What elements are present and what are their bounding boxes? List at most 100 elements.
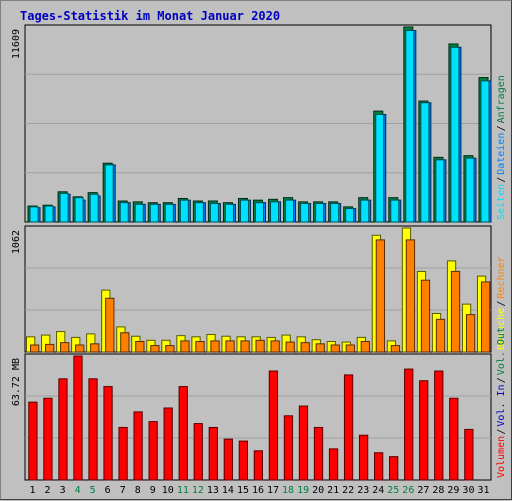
bar-seiten xyxy=(149,203,159,223)
bar-rechner xyxy=(135,340,145,353)
bar-seiten xyxy=(179,199,189,223)
bar-volumen xyxy=(208,426,218,481)
bar-seiten xyxy=(239,199,249,223)
bar-rechner xyxy=(30,344,40,353)
bar-rechner xyxy=(180,340,190,353)
bar-rechner xyxy=(255,339,265,353)
x-tick-label: 6 xyxy=(105,485,111,496)
bar-seiten xyxy=(119,202,129,223)
bar-rechner xyxy=(285,341,295,353)
bar-volumen xyxy=(118,426,128,481)
bar-seiten xyxy=(164,203,174,223)
x-tick-label: 27 xyxy=(417,485,429,496)
series-label: Volumen xyxy=(496,436,507,478)
x-tick-label: 26 xyxy=(402,485,414,496)
x-tick-label: 8 xyxy=(135,485,141,496)
bar-seiten xyxy=(405,30,415,223)
x-tick-label: 23 xyxy=(357,485,369,496)
x-tick-label: 12 xyxy=(192,485,204,496)
bar-volumen xyxy=(298,405,309,481)
x-tick-label: 30 xyxy=(462,485,474,496)
bar-seiten xyxy=(435,159,445,223)
bar-seiten xyxy=(89,193,99,223)
bar-volumen xyxy=(58,378,68,481)
y-max-label: 63.72 MB xyxy=(11,358,22,406)
x-tick-label: 13 xyxy=(207,485,219,496)
bar-rechner xyxy=(90,343,100,353)
x-tick-label: 3 xyxy=(60,485,66,496)
bar-volumen xyxy=(419,380,429,481)
bar-rechner xyxy=(45,343,55,353)
bar-seiten xyxy=(465,157,475,223)
series-label-separator: / xyxy=(496,377,507,383)
series-label-separator: / xyxy=(496,301,507,307)
y-max-label: 11609 xyxy=(11,29,22,59)
bar-rechner xyxy=(150,345,160,353)
x-tick-label: 5 xyxy=(90,485,96,496)
bar-volumen xyxy=(464,428,474,481)
bar-volumen xyxy=(148,421,158,481)
bar-rechner xyxy=(75,344,85,353)
bar-rechner xyxy=(300,342,310,353)
bar-seiten xyxy=(375,113,385,223)
bar-seiten xyxy=(194,202,204,223)
bar-rechner xyxy=(60,342,70,353)
bar-volumen xyxy=(449,397,459,481)
bar-seiten xyxy=(285,199,295,223)
series-label-separator: / xyxy=(496,429,507,435)
bar-volumen xyxy=(434,370,444,481)
x-tick-label: 29 xyxy=(447,485,459,496)
bar-seiten xyxy=(44,205,54,223)
x-tick-label: 17 xyxy=(267,485,279,496)
bar-seiten xyxy=(59,192,69,223)
bar-seiten xyxy=(360,199,370,223)
bar-volumen xyxy=(193,423,203,481)
bar-volumen xyxy=(343,374,354,481)
bar-seiten xyxy=(450,46,460,223)
series-label: Vol. In xyxy=(496,384,507,426)
bar-seiten xyxy=(254,202,265,223)
bar-volumen xyxy=(73,355,83,481)
bar-volumen xyxy=(238,440,248,481)
bar-rechner xyxy=(420,279,431,353)
series-label-separator: / xyxy=(496,177,507,183)
bar-seiten xyxy=(74,197,84,223)
bar-volumen xyxy=(374,452,384,481)
series-label: Vol. Out xyxy=(496,327,507,375)
x-tick-label: 31 xyxy=(477,485,489,496)
bar-rechner xyxy=(315,343,325,353)
x-tick-label: 2 xyxy=(45,485,51,496)
bar-volumen xyxy=(223,438,233,481)
bar-volumen xyxy=(43,397,53,481)
series-label: Dateien xyxy=(496,133,507,175)
y-max-label: 1062 xyxy=(11,230,22,254)
bar-volumen xyxy=(358,434,369,481)
bar-volumen xyxy=(283,415,294,481)
bar-rechner xyxy=(465,314,476,353)
x-tick-label: 22 xyxy=(342,485,354,496)
bar-seiten xyxy=(29,206,39,223)
x-tick-label: 11 xyxy=(177,485,189,496)
bar-seiten xyxy=(270,201,280,223)
bar-volumen xyxy=(313,426,324,481)
bar-volumen xyxy=(253,450,264,481)
bar-volumen xyxy=(389,456,399,481)
bar-seiten xyxy=(345,208,355,223)
x-tick-label: 15 xyxy=(237,485,249,496)
bar-volumen xyxy=(404,368,414,481)
x-tick-label: 20 xyxy=(312,485,324,496)
bar-seiten xyxy=(300,203,310,223)
x-tick-label: 4 xyxy=(75,485,81,496)
series-label: Anfragen xyxy=(496,75,507,123)
series-label-separator: / xyxy=(496,125,507,131)
bar-seiten xyxy=(104,164,114,223)
x-tick-label: 1 xyxy=(30,485,36,496)
bar-rechner xyxy=(165,345,175,353)
bar-rechner xyxy=(345,344,355,353)
bar-seiten xyxy=(330,203,340,223)
bar-rechner xyxy=(330,344,340,353)
series-label: Besuche xyxy=(496,308,507,350)
bar-volumen xyxy=(328,448,339,481)
x-tick-label: 14 xyxy=(222,485,234,496)
